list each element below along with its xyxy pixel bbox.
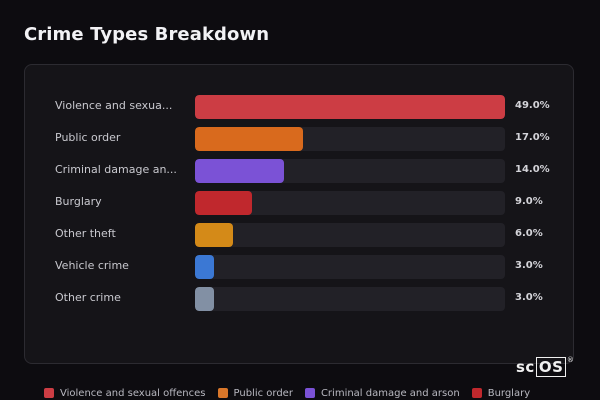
bar-label: Criminal damage an... xyxy=(55,163,177,176)
legend-swatch xyxy=(304,388,315,398)
bar-track xyxy=(195,287,505,311)
bar-track xyxy=(195,159,505,183)
bar-label: Other crime xyxy=(55,291,121,304)
logo-registered-mark: ® xyxy=(566,356,575,364)
bar xyxy=(195,95,505,119)
bar-value-label: 14.0% xyxy=(515,164,550,175)
chart-title: Crime Types Breakdown xyxy=(24,24,270,45)
bar-track xyxy=(195,127,505,151)
bar-label: Vehicle crime xyxy=(55,259,129,272)
bar xyxy=(195,159,284,183)
bar-row: Public order 17.0% xyxy=(55,127,555,151)
legend-item: Violence and sexual offences xyxy=(44,388,206,399)
scos-logo: sc OS ® xyxy=(516,356,574,377)
bar-row: Criminal damage an... 14.0% xyxy=(55,159,555,183)
bar-value-label: 17.0% xyxy=(515,132,550,143)
bar-value-label: 3.0% xyxy=(515,292,543,303)
bar-track xyxy=(195,255,505,279)
bar-row: Vehicle crime 3.0% xyxy=(55,255,555,279)
bar-row: Other crime 3.0% xyxy=(55,287,555,311)
bar-track xyxy=(195,223,505,247)
legend-item: Burglary xyxy=(471,387,531,399)
legend-label: Criminal damage and arson xyxy=(320,387,460,399)
logo-os: OS xyxy=(535,357,567,377)
legend-swatch xyxy=(471,388,482,398)
bar-label: Public order xyxy=(55,131,121,144)
bar xyxy=(195,287,214,311)
bar-value-label: 49.0% xyxy=(515,100,550,111)
bar xyxy=(195,127,303,151)
bar-label: Violence and sexua... xyxy=(55,99,173,112)
bar xyxy=(195,255,214,279)
bar-label: Burglary xyxy=(55,195,102,208)
bar xyxy=(195,191,252,215)
legend-swatch xyxy=(44,388,54,398)
bar-track xyxy=(195,191,505,215)
bar-label: Other theft xyxy=(55,227,116,240)
legend-item: Public order xyxy=(217,387,293,399)
chart-panel: Violence and sexua... 49.0% Public order 17… xyxy=(24,64,574,364)
bar-value-label: 3.0% xyxy=(515,260,543,271)
bar-track xyxy=(195,95,505,119)
legend-swatch xyxy=(217,388,228,398)
logo-sc: sc xyxy=(516,358,535,376)
bar-row: Other theft 6.0% xyxy=(55,223,555,247)
legend-label: Violence and sexual offences xyxy=(60,387,206,399)
bar-row: Burglary 9.0% xyxy=(55,191,555,215)
legend: Violence and sexual offences Public order… xyxy=(44,386,530,400)
legend-label: Public order xyxy=(233,387,293,399)
bar xyxy=(195,223,233,247)
bar-value-label: 9.0% xyxy=(515,196,543,207)
legend-label: Burglary xyxy=(487,387,531,399)
legend-item: Criminal damage and arson xyxy=(304,387,460,399)
bar-row: Violence and sexua... 49.0% xyxy=(55,95,555,119)
bar-value-label: 6.0% xyxy=(515,228,543,239)
